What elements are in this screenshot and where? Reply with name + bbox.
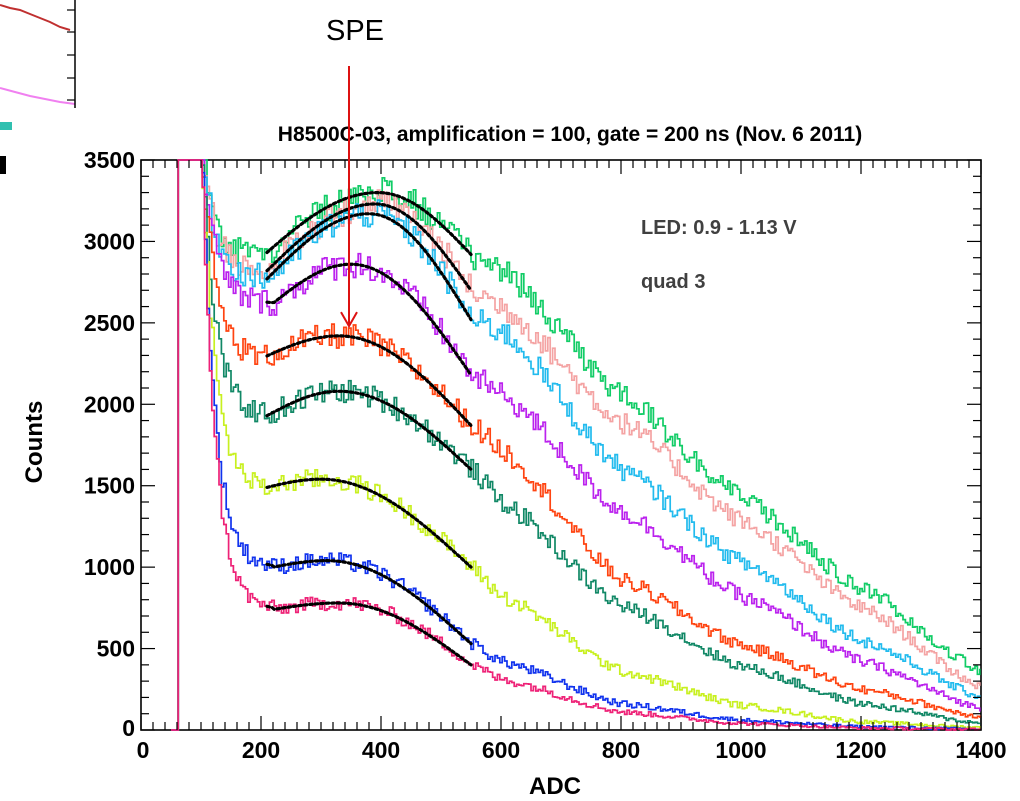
y-tick-label: 3500 xyxy=(84,147,135,173)
x-tick-label: 800 xyxy=(602,737,640,763)
y-tick-label: 1500 xyxy=(84,473,135,499)
x-tick-label: 600 xyxy=(482,737,520,763)
series-line xyxy=(171,159,981,731)
y-tick-label: 500 xyxy=(97,636,135,662)
fit-layer xyxy=(265,191,473,667)
y-tick-label: 2000 xyxy=(84,391,135,417)
partial-previous-chart xyxy=(0,0,76,174)
quad-annotation: quad 3 xyxy=(641,271,705,293)
series-line xyxy=(171,159,981,731)
x-tick-label: 400 xyxy=(362,737,400,763)
fit-curve xyxy=(265,191,473,257)
y-tick-label: 0 xyxy=(122,715,135,741)
x-tick-label: 1400 xyxy=(955,737,1006,763)
series-line xyxy=(171,159,981,731)
fit-curve xyxy=(265,559,473,646)
fit-curve xyxy=(265,202,473,292)
y-tick-label: 2500 xyxy=(84,310,135,336)
fit-curve xyxy=(265,601,473,667)
x-axis-label: ADC xyxy=(529,773,581,800)
x-tick-label: 1200 xyxy=(835,737,886,763)
y-tick-label: 3000 xyxy=(84,228,135,254)
chart-title: H8500C-03, amplification = 100, gate = 2… xyxy=(278,123,862,146)
fit-curve xyxy=(265,334,473,428)
x-tick-label: 1000 xyxy=(715,737,766,763)
plot-area: 0 200 400 600 800 1000 1200 1400 0 500 1000 1500 200… xyxy=(84,147,1007,763)
fit-curve xyxy=(265,262,473,377)
fit-curve xyxy=(265,477,473,569)
y-tick-label: 1000 xyxy=(84,554,135,580)
series-line xyxy=(171,159,981,731)
spe-arrow-head xyxy=(340,311,358,329)
axis-ticks xyxy=(140,159,982,731)
plot-frame xyxy=(140,159,982,731)
spe-arrow xyxy=(340,66,358,329)
y-axis-label: Counts xyxy=(21,401,48,484)
fit-curve xyxy=(265,212,473,322)
x-tick-label: 200 xyxy=(242,737,280,763)
fit-curve xyxy=(265,389,473,471)
spe-label: SPE xyxy=(326,15,384,47)
x-tick-label: 0 xyxy=(137,737,150,763)
series-layer xyxy=(171,159,981,731)
series-line xyxy=(171,159,981,731)
series-line xyxy=(171,159,981,731)
led-voltage-annotation: LED: 0.9 - 1.13 V xyxy=(641,217,797,239)
